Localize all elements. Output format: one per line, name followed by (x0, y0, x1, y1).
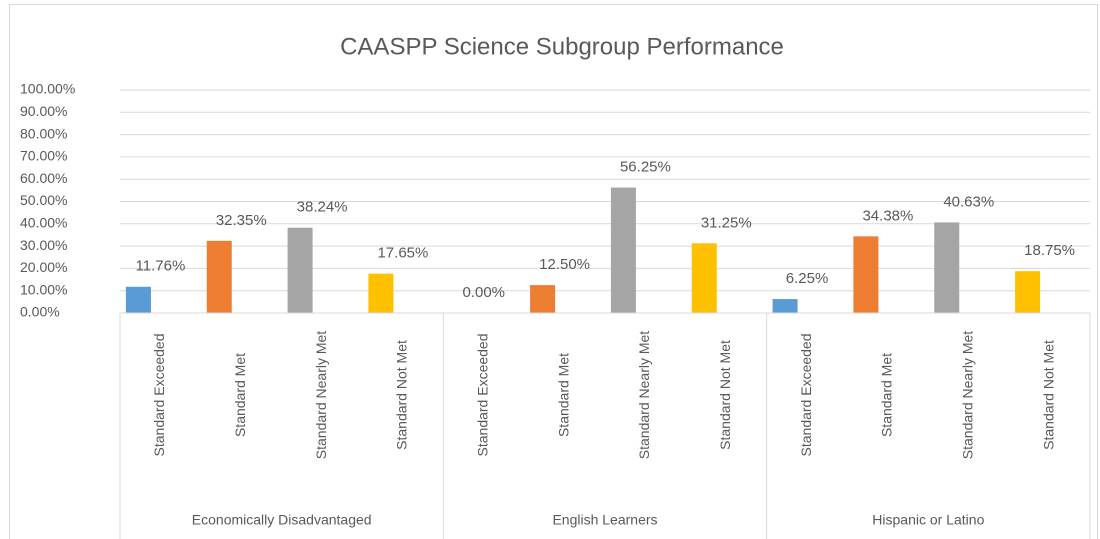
bar (610, 187, 636, 313)
bar (125, 286, 151, 313)
x-tick-label: Standard Not Met (394, 340, 410, 450)
data-label: 40.63% (943, 193, 994, 210)
data-label: 6.25% (786, 270, 829, 287)
data-label: 31.25% (701, 214, 752, 231)
x-tick-label: Standard Nearly Met (959, 331, 975, 460)
data-label: 34.38% (862, 207, 913, 224)
group-label: Hispanic or Latino (872, 512, 984, 528)
y-tick-label: 70.00% (20, 148, 67, 164)
y-tick-label: 90.00% (20, 103, 67, 119)
data-label: 11.76% (136, 258, 186, 275)
y-tick-label: 80.00% (20, 125, 67, 141)
x-tick-label: Standard Nearly Met (313, 331, 329, 460)
data-label: 32.35% (216, 212, 267, 229)
data-label: 18.75% (1024, 242, 1075, 259)
group-label: English Learners (552, 512, 657, 528)
chart-border (9, 4, 1098, 539)
data-label: 12.50% (539, 256, 590, 273)
y-tick-label: 20.00% (20, 259, 67, 275)
bar (287, 227, 313, 313)
x-tick-label: Standard Exceeded (151, 334, 167, 457)
bar (368, 273, 394, 313)
x-tick-label: Standard Exceeded (474, 334, 490, 457)
data-label: 17.65% (377, 245, 428, 262)
y-tick-label: 40.00% (20, 215, 67, 231)
bar (853, 236, 879, 313)
x-tick-label: Standard Met (879, 353, 895, 437)
x-tick-label: Standard Not Met (717, 340, 733, 450)
chart-title: CAASPP Science Subgroup Performance (340, 33, 784, 60)
data-label: 56.25% (620, 159, 671, 176)
bar (530, 285, 556, 313)
data-label: 0.00% (462, 284, 505, 301)
y-tick-label: 60.00% (20, 170, 67, 186)
x-tick-label: Standard Exceeded (798, 334, 814, 457)
group-label: Economically Disadvantaged (192, 512, 372, 528)
y-tick-label: 50.00% (20, 192, 67, 208)
y-tick-label: 0.00% (20, 304, 60, 320)
bar (934, 222, 960, 313)
y-tick-label: 10.00% (20, 281, 67, 297)
x-tick-label: Standard Nearly Met (636, 331, 652, 460)
data-label: 38.24% (297, 199, 348, 216)
x-tick-label: Standard Not Met (1040, 340, 1056, 450)
bar (772, 299, 798, 313)
bar (691, 243, 717, 313)
y-tick-label: 30.00% (20, 237, 67, 253)
bar (206, 240, 232, 313)
bar (1015, 271, 1041, 313)
y-tick-label: 100.00% (20, 81, 75, 97)
x-tick-label: Standard Met (555, 353, 571, 437)
x-tick-label: Standard Met (232, 353, 248, 437)
